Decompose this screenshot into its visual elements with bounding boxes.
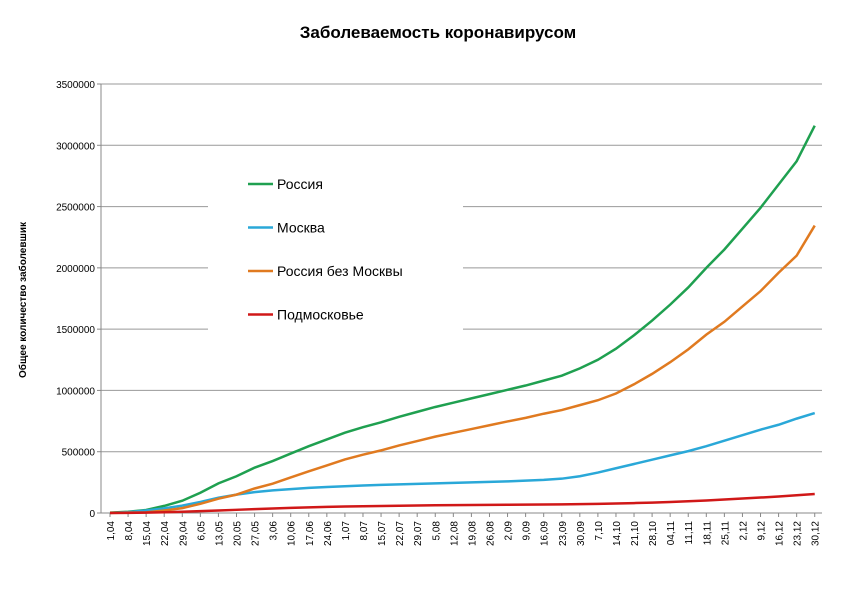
x-tick-label: 5,08: [431, 521, 442, 541]
x-tick-label: 6,05: [196, 521, 207, 541]
legend-label: Россия без Москвы: [277, 263, 403, 279]
x-tick-label: 04,11: [666, 521, 677, 546]
series-line: [109, 224, 816, 515]
x-tick-label: 29,07: [413, 521, 424, 546]
x-tick-label: 22,04: [160, 521, 171, 546]
x-tick-label: 17,06: [305, 521, 316, 546]
x-tick-label: 14,10: [612, 521, 623, 546]
series-line: [109, 492, 815, 515]
x-tick-label: 11,11: [684, 521, 695, 545]
x-tick-label: 12,08: [449, 521, 460, 546]
x-tick-label: 2,12: [738, 521, 749, 541]
y-tick-label: 500000: [62, 448, 96, 459]
series-line: [109, 411, 816, 515]
x-tick-label: 24,06: [323, 521, 334, 546]
x-tick-label: 9,09: [522, 521, 533, 541]
x-tick-label: 28,10: [648, 521, 659, 546]
x-tick-label: 20,05: [232, 521, 243, 546]
x-tick-label: 1,07: [341, 521, 352, 541]
x-tick-label: 29,04: [178, 521, 189, 546]
y-tick-label: 3500000: [56, 80, 95, 91]
x-tick-label: 16,09: [540, 521, 551, 546]
x-tick-label: 23,09: [558, 521, 569, 546]
x-tick-label: 30,09: [576, 521, 587, 546]
x-tick-label: 15,04: [142, 521, 153, 546]
x-tick-label: 7,10: [594, 521, 605, 541]
x-tick-label: 1,04: [106, 521, 117, 541]
legend-label: Москва: [277, 220, 325, 236]
x-tick-label: 26,08: [485, 521, 496, 546]
x-tick-label: 8,04: [124, 521, 135, 541]
x-tick-label: 18,11: [702, 521, 713, 546]
y-tick-label: 3000000: [56, 141, 95, 152]
x-tick-label: 10,06: [287, 521, 298, 546]
x-tick-label: 16,12: [775, 521, 786, 546]
x-tick-label: 27,05: [251, 521, 262, 546]
x-tick-label: 8,07: [359, 521, 370, 541]
series-line: [109, 125, 816, 514]
y-tick-label: 1000000: [56, 386, 95, 397]
x-tick-label: 2,09: [504, 521, 515, 541]
legend-box: [208, 165, 463, 335]
x-tick-label: 25,11: [720, 521, 731, 546]
x-tick-label: 23,12: [793, 521, 804, 546]
x-tick-label: 30,12: [811, 521, 822, 546]
x-tick-label: 13,05: [214, 521, 225, 546]
y-tick-label: 2000000: [56, 264, 95, 275]
x-tick-label: 3,06: [269, 521, 280, 541]
x-tick-label: 9,12: [757, 521, 768, 541]
legend-label: Подмосковье: [277, 307, 364, 323]
x-tick-label: 22,07: [395, 521, 406, 546]
y-tick-label: 1500000: [56, 325, 95, 336]
y-tick-label: 2500000: [56, 203, 95, 214]
x-tick-label: 19,08: [467, 521, 478, 546]
x-tick-label: 21,10: [630, 521, 641, 546]
legend-label: Россия: [277, 176, 323, 192]
y-axis-label: Общее количество заболевшик: [17, 221, 29, 378]
chart-title: Заболеваемость коронавирусом: [300, 23, 576, 42]
x-tick-label: 15,07: [377, 521, 388, 546]
y-tick-label: 0: [89, 509, 95, 520]
